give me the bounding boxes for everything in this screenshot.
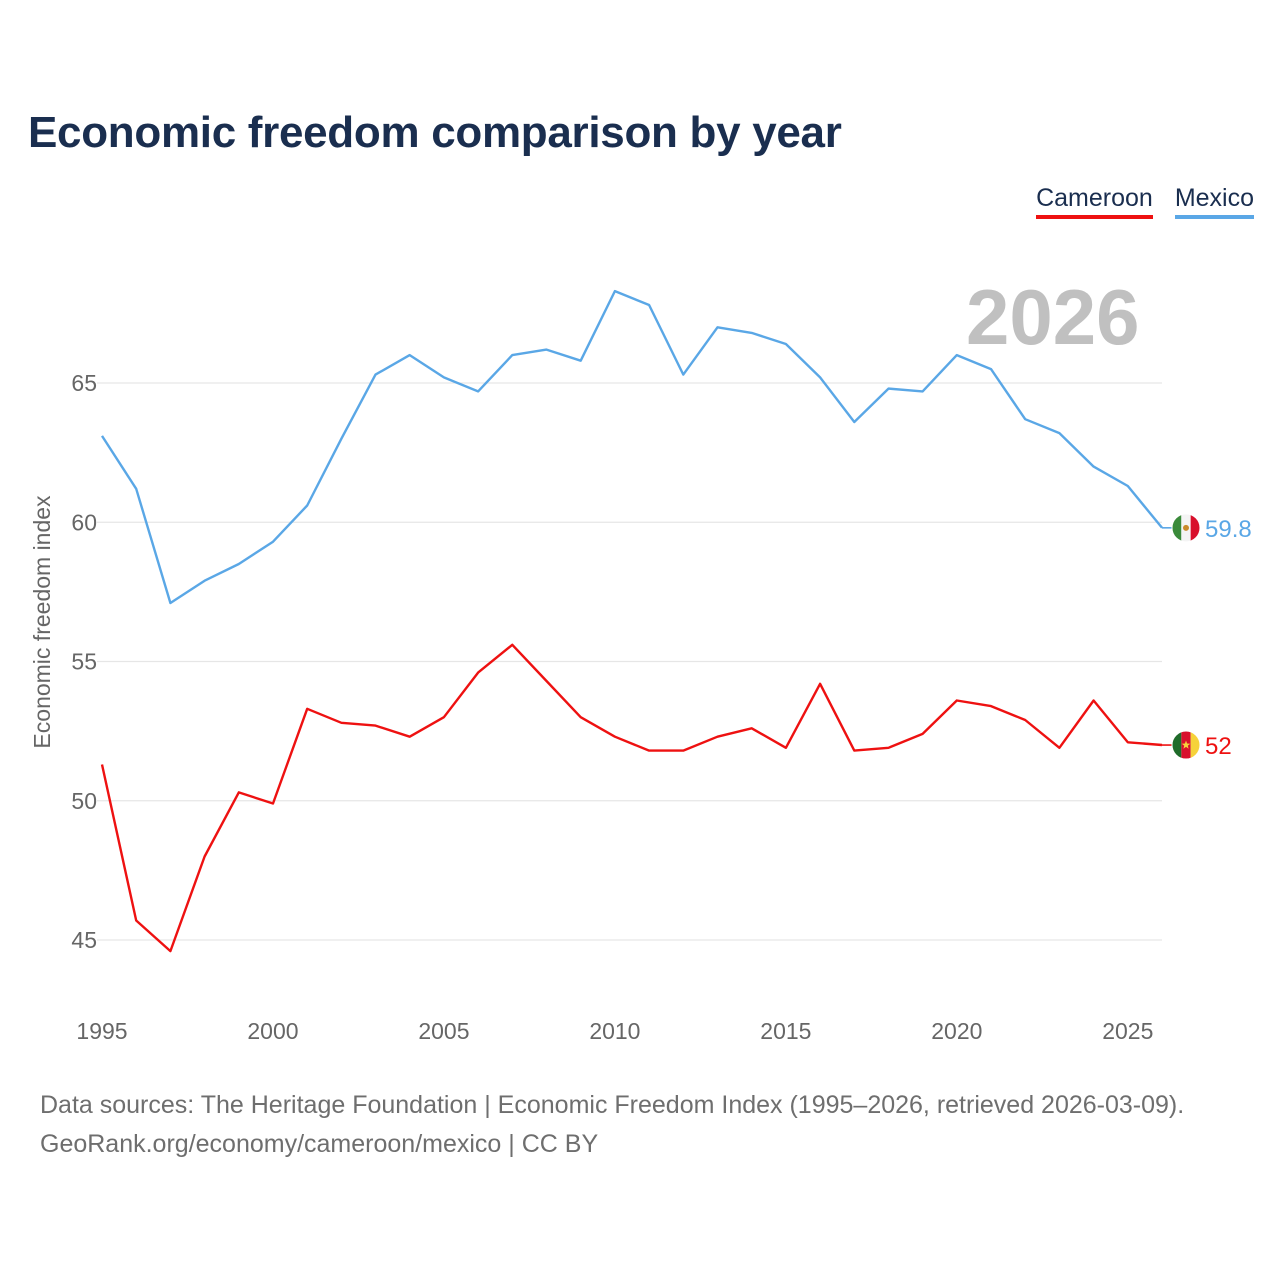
source-line-2[interactable]: GeoRank.org/economy/cameroon/mexico | CC… (40, 1130, 599, 1158)
y-tick-label-65: 65 (71, 370, 97, 396)
mexico-flag-icon (1171, 513, 1201, 543)
y-tick-label-50: 50 (71, 788, 97, 814)
y-tick-label-45: 45 (71, 927, 97, 953)
series-line-cameroon[interactable] (100, 643, 1163, 953)
y-tick-label-55: 55 (71, 649, 97, 675)
legend-item-mexico[interactable]: Mexico (1174, 184, 1254, 219)
x-tick-label-2010: 2010 (589, 1018, 640, 1044)
x-tick-label-1995: 1995 (76, 1018, 127, 1044)
legend: Cameroon Mexico (1036, 184, 1254, 219)
chart-title: Economic freedom comparison by year (28, 108, 842, 157)
legend-item-cameroon[interactable]: Cameroon (1036, 184, 1153, 219)
cameroon-flag-icon (1171, 730, 1201, 760)
source-note: Data sources: The Heritage Foundation | … (40, 1086, 1184, 1164)
end-value-label-mexico: 59.8 (1205, 516, 1252, 543)
year-overlay: 2026 (966, 273, 1140, 361)
series-line-mexico[interactable] (100, 289, 1163, 605)
end-value-label-cameroon: 52 (1205, 733, 1232, 760)
x-tick-label-2020: 2020 (931, 1018, 982, 1044)
x-tick-label-2005: 2005 (418, 1018, 469, 1044)
y-axis-label: Economic freedom index (29, 495, 55, 749)
source-line-1: Data sources: The Heritage Foundation | … (40, 1091, 1185, 1119)
x-tick-label-2015: 2015 (760, 1018, 811, 1044)
x-tick-label-2000: 2000 (247, 1018, 298, 1044)
x-tick-label-2025: 2025 (1102, 1018, 1153, 1044)
y-tick-label-60: 60 (71, 509, 97, 535)
